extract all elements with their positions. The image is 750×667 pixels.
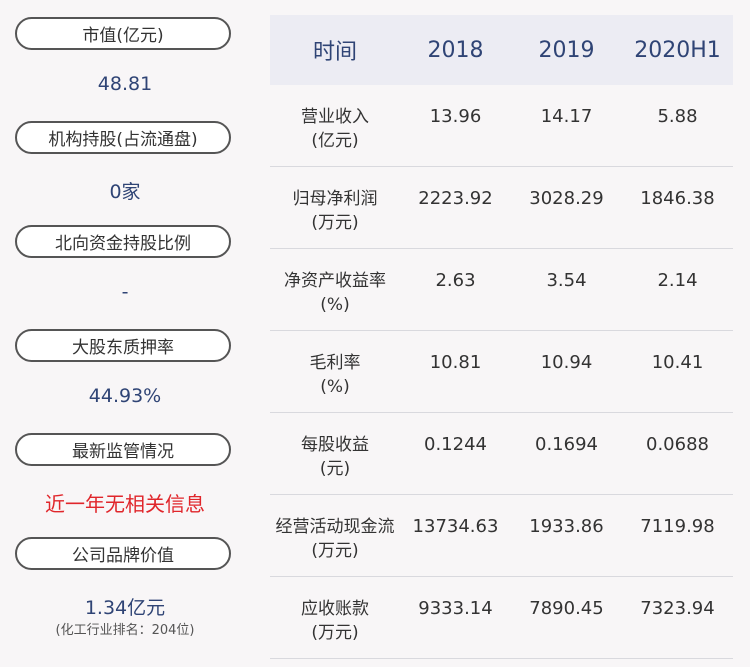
table-row: 每股收益 (元) 0.1244 0.1694 0.0688: [270, 413, 733, 495]
cell-value: 10.41: [651, 352, 704, 373]
cell-value: 3028.29: [529, 188, 604, 209]
cell-value: 0.0688: [646, 434, 709, 455]
header-year: 2019: [538, 37, 595, 63]
stock-summary-panel: 市值(亿元) 48.81 机构持股(占流通盘) 0家 北向资金持股比例 - 大股…: [0, 0, 250, 667]
brand-rank-note: (化工行业排名：204位): [55, 623, 195, 638]
cell-value: 13.96: [429, 106, 482, 127]
table-row: 应收账款 (万元) 9333.14 7890.45 7323.94: [270, 577, 733, 659]
market-cap-value: 48.81: [97, 73, 153, 95]
cell-value: 10.94: [540, 352, 593, 373]
cell-value: 2223.92: [418, 188, 493, 209]
cell-value: 3.54: [546, 270, 587, 291]
table-row: 营业收入 (亿元) 13.96 14.17 5.88: [270, 85, 733, 167]
header-year: 2018: [427, 37, 484, 63]
cell-value: 0.1244: [424, 434, 487, 455]
row-label: 毛利率 (%): [309, 353, 361, 397]
institutional-holding-label: 机构持股(占流通盘): [15, 121, 231, 154]
header-year: 2020H1: [634, 37, 721, 63]
northbound-ratio-label: 北向资金持股比例: [15, 225, 231, 258]
cell-value: 7323.94: [640, 598, 715, 619]
header-period: 时间: [312, 40, 357, 65]
row-label: 归母净利润 (万元): [292, 189, 378, 233]
row-label: 净资产收益率 (%): [284, 271, 386, 315]
northbound-ratio-value: -: [121, 281, 129, 303]
table-row: 毛利率 (%) 10.81 10.94 10.41: [270, 331, 733, 413]
pledge-ratio-value: 44.93%: [88, 385, 162, 407]
table-header: 时间 2018 2019 2020H1: [270, 15, 733, 85]
cell-value: 0.1694: [535, 434, 598, 455]
cell-value: 5.88: [657, 106, 698, 127]
row-label: 营业收入 (亿元): [301, 107, 369, 151]
brand-value-label: 公司品牌价值: [15, 537, 231, 570]
institutional-holding-value: 0家: [109, 181, 141, 203]
regulatory-status-value: 近一年无相关信息: [45, 492, 205, 516]
cell-value: 13734.63: [412, 516, 499, 537]
cell-value: 7119.98: [640, 516, 715, 537]
row-label: 每股收益 (元): [301, 435, 369, 479]
cell-value: 10.81: [429, 352, 482, 373]
brand-value-value: 1.34亿元: [84, 597, 166, 619]
table-row: 经营活动现金流 (万元) 13734.63 1933.86 7119.98: [270, 495, 733, 577]
cell-value: 2.63: [435, 270, 476, 291]
pledge-ratio-label: 大股东质押率: [15, 329, 231, 362]
table-row: 净资产收益率 (%) 2.63 3.54 2.14: [270, 249, 733, 331]
financial-table: 时间 2018 2019 2020H1 营业收入 (亿元) 13.96 14.17…: [270, 15, 733, 659]
row-label: 经营活动现金流 (万元): [275, 517, 395, 561]
cell-value: 7890.45: [529, 598, 604, 619]
cell-value: 14.17: [540, 106, 593, 127]
cell-value: 1846.38: [640, 188, 715, 209]
market-cap-label: 市值(亿元): [15, 17, 231, 50]
table-row: 归母净利润 (万元) 2223.92 3028.29 1846.38: [270, 167, 733, 249]
cell-value: 1933.86: [529, 516, 604, 537]
cell-value: 2.14: [657, 270, 698, 291]
cell-value: 9333.14: [418, 598, 493, 619]
regulatory-status-label: 最新监管情况: [15, 433, 231, 466]
row-label: 应收账款 (万元): [301, 599, 369, 643]
